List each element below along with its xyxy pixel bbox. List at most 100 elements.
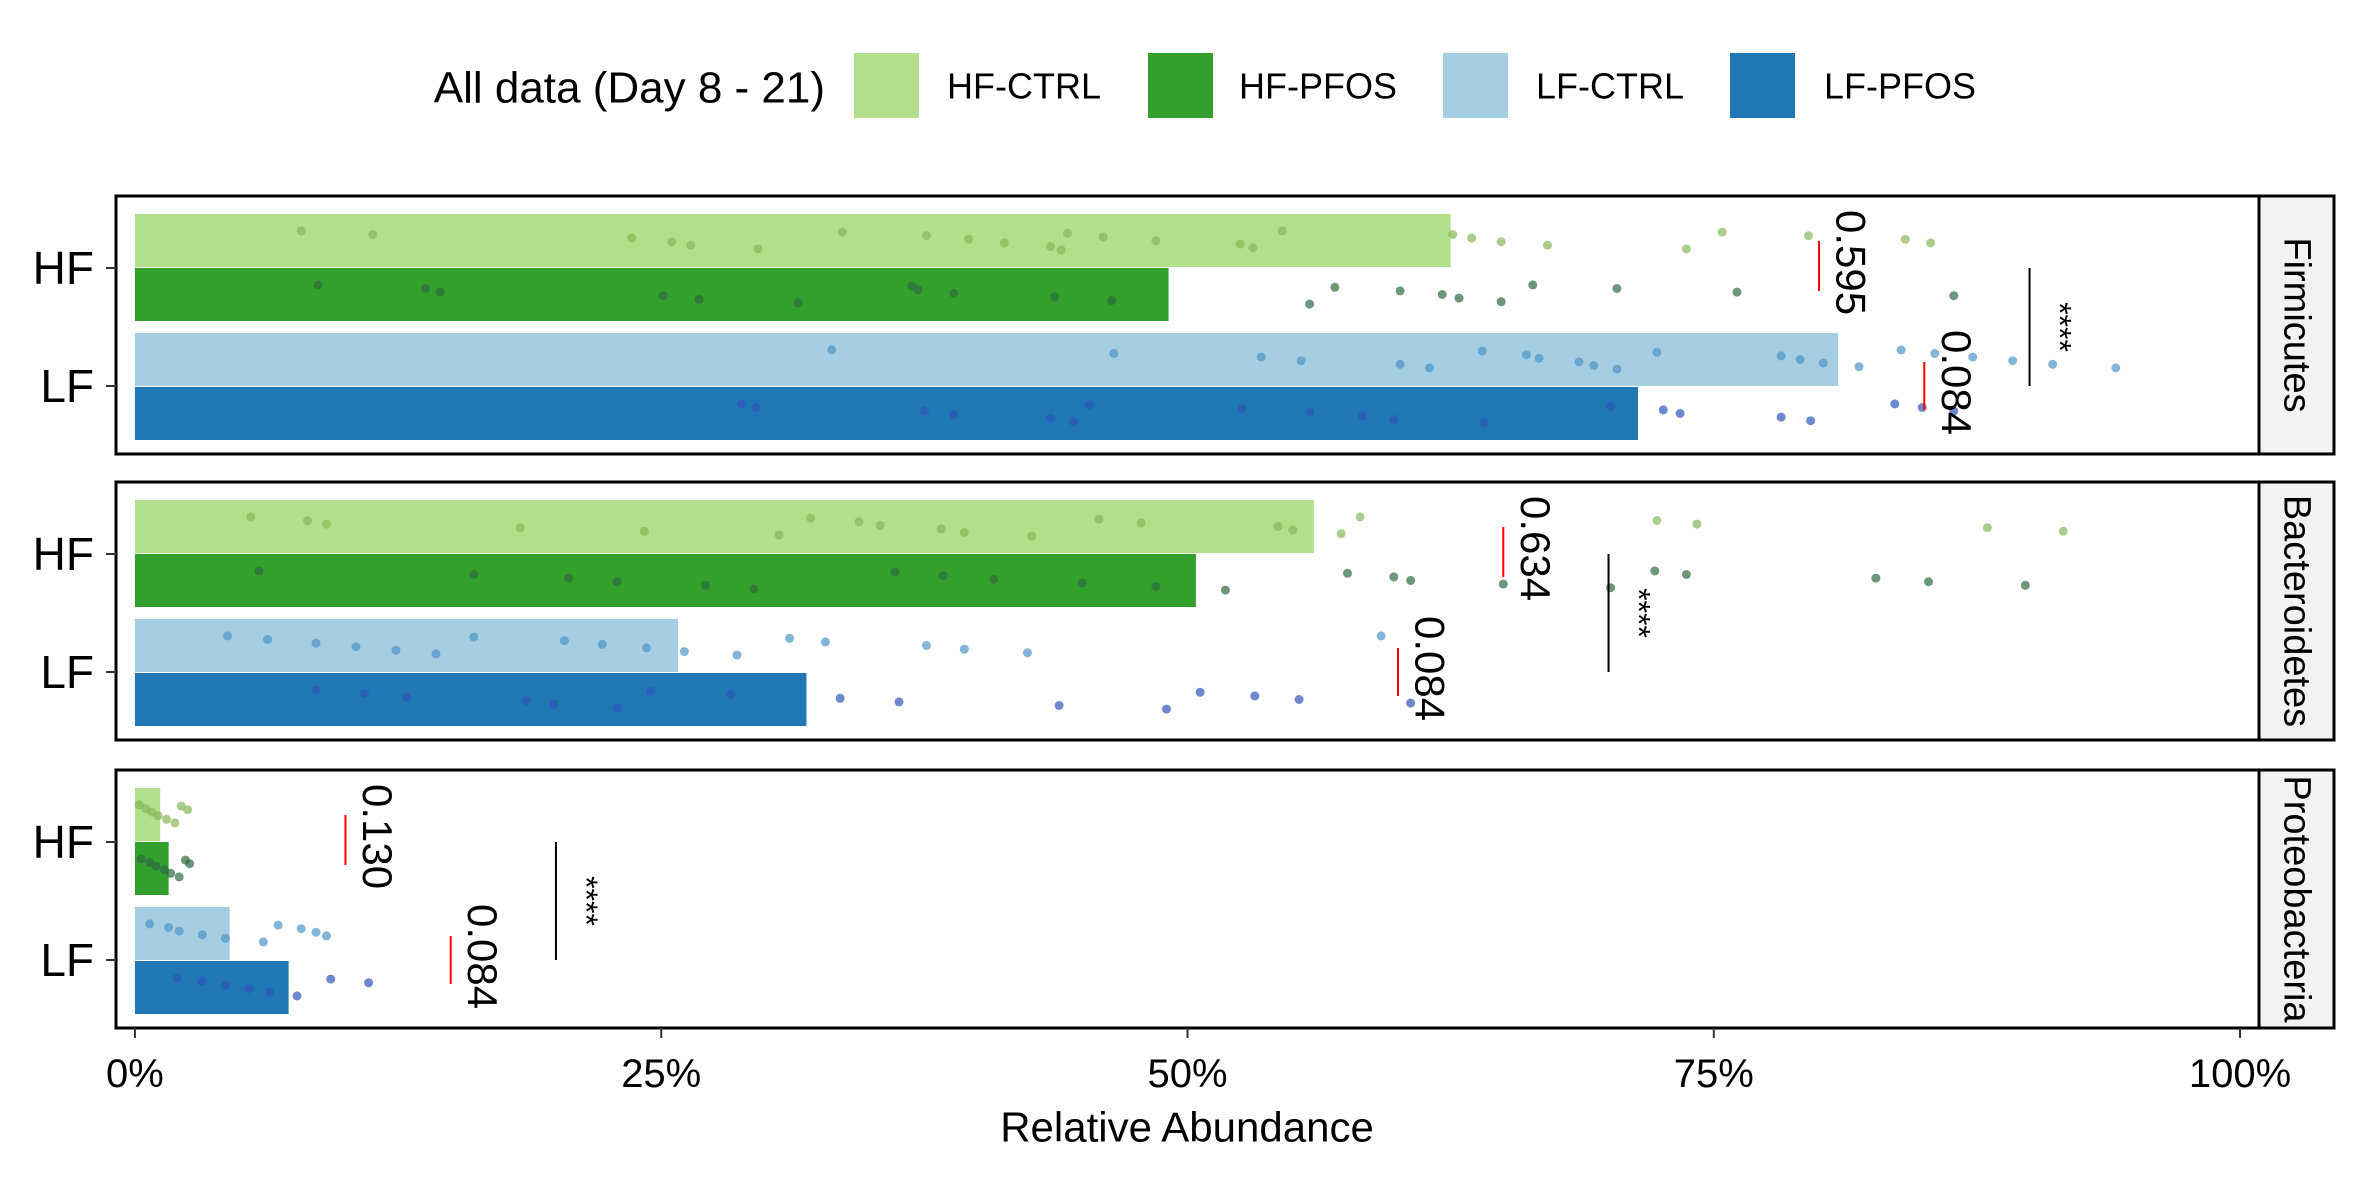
data-point: [431, 649, 441, 659]
data-point: [1949, 291, 1959, 301]
p-value-label: 0.595: [1828, 210, 1875, 315]
data-point: [244, 984, 254, 994]
facet-strip: [2257, 480, 2336, 742]
p-value-label: 0.084: [1407, 616, 1454, 721]
legend-swatch: [1443, 53, 1508, 118]
data-point: [559, 636, 569, 646]
data-point: [1818, 358, 1828, 368]
data-point: [854, 517, 864, 527]
data-point: [1195, 687, 1205, 697]
data-point: [311, 685, 321, 695]
data-point: [658, 291, 668, 301]
facet-strip: [2257, 768, 2336, 1030]
data-point: [1109, 349, 1119, 358]
data-point: [612, 577, 622, 587]
data-point: [999, 238, 1009, 248]
data-point: [258, 937, 268, 947]
y-tick-label: LF: [40, 360, 94, 412]
data-point: [597, 639, 607, 649]
bar: [134, 214, 1451, 267]
data-point: [820, 637, 830, 647]
data-point: [1498, 579, 1508, 589]
data-point: [469, 570, 479, 579]
p-value-label: 0.634: [1512, 496, 1559, 601]
y-tick-label: LF: [40, 646, 94, 698]
data-point: [296, 924, 306, 934]
data-point: [964, 234, 974, 244]
data-point: [875, 520, 885, 530]
data-point: [368, 230, 378, 239]
data-point: [326, 974, 336, 984]
data-point: [679, 647, 689, 656]
data-point: [1454, 293, 1464, 303]
data-point: [949, 288, 959, 298]
legend-label: LF-CTRL: [1536, 66, 1684, 107]
data-point: [2008, 356, 2018, 366]
data-point: [1256, 352, 1266, 362]
bar: [134, 268, 1169, 321]
significance-label: ****: [568, 876, 604, 926]
data-point: [1376, 631, 1386, 641]
data-point: [564, 573, 574, 583]
data-point: [1056, 245, 1066, 255]
data-point: [1294, 695, 1304, 704]
data-point: [1650, 566, 1660, 576]
data-point: [1395, 359, 1405, 369]
data-point: [322, 931, 332, 941]
data-point: [686, 240, 696, 250]
x-tick-label: 0%: [106, 1052, 164, 1096]
data-point: [1496, 297, 1506, 307]
data-point: [1776, 412, 1786, 422]
data-point: [420, 284, 430, 293]
data-point: [1425, 363, 1435, 373]
data-point: [1084, 400, 1094, 410]
data-point: [296, 226, 306, 236]
facet-label: Bacteroidetes: [2276, 495, 2318, 727]
data-point: [170, 818, 180, 828]
data-point: [183, 805, 193, 815]
data-point: [913, 285, 923, 295]
data-point: [1027, 531, 1037, 541]
data-point: [890, 567, 900, 577]
facet-label: Firmicutes: [2276, 237, 2318, 412]
data-point: [1968, 352, 1978, 362]
data-point: [835, 693, 845, 703]
data-point: [837, 227, 847, 237]
data-point: [1342, 568, 1352, 578]
data-point: [919, 406, 929, 416]
data-point: [1220, 585, 1230, 595]
data-point: [1612, 364, 1622, 374]
data-point: [1528, 280, 1538, 290]
legend-swatch: [1148, 53, 1213, 118]
data-point: [1496, 237, 1506, 247]
significance-label: ****: [1621, 588, 1657, 638]
x-tick-label: 50%: [1147, 1052, 1227, 1096]
data-point: [612, 703, 622, 713]
data-point: [1237, 404, 1247, 414]
data-point: [1151, 582, 1161, 591]
data-point: [185, 859, 195, 869]
data-point: [1357, 411, 1367, 421]
data-point: [1395, 286, 1405, 296]
data-point: [1151, 236, 1161, 245]
data-point: [1589, 361, 1599, 370]
data-point: [220, 980, 230, 990]
data-point: [1806, 416, 1816, 426]
data-point: [1606, 583, 1616, 593]
data-point: [1795, 355, 1805, 364]
data-point: [153, 811, 163, 821]
data-point: [303, 516, 313, 525]
data-point: [806, 513, 816, 523]
data-point: [1336, 529, 1346, 539]
data-point: [311, 927, 321, 937]
facet-label: Proteobacteria: [2276, 775, 2318, 1023]
data-point: [639, 526, 649, 536]
data-point: [989, 574, 999, 584]
data-point: [1273, 522, 1283, 531]
data-point: [1448, 230, 1458, 239]
data-point: [2111, 363, 2121, 373]
data-point: [521, 696, 531, 706]
data-point: [1681, 570, 1691, 579]
data-point: [1871, 573, 1881, 583]
